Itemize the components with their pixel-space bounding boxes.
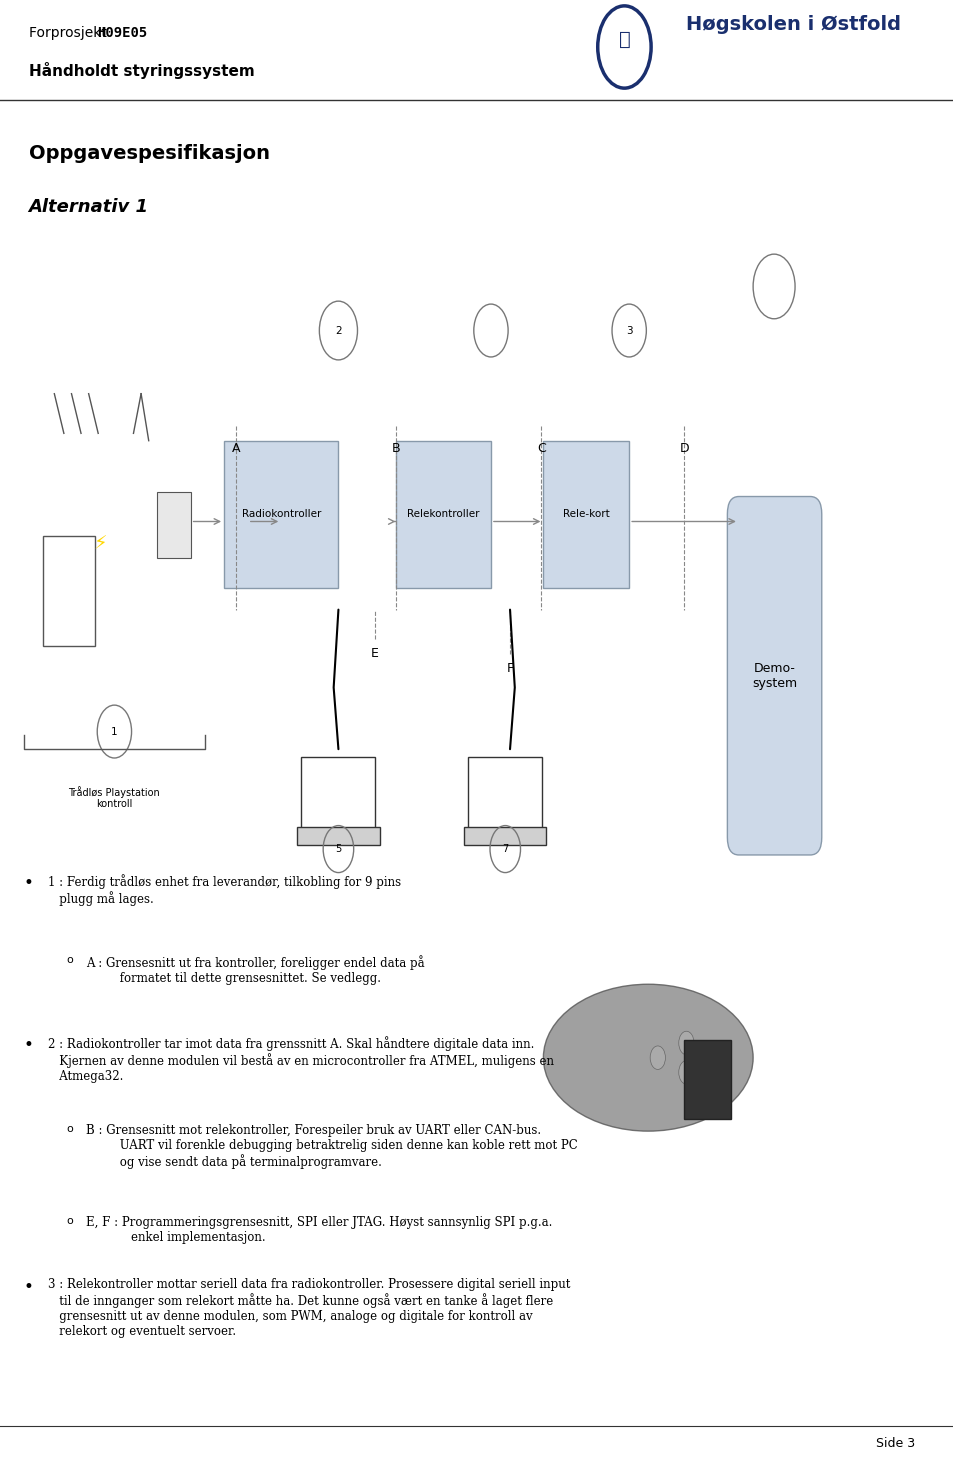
Text: C: C [537,442,546,454]
Text: 1 : Ferdig trådløs enhet fra leverandør, tilkobling for 9 pins
   plugg må lages: 1 : Ferdig trådløs enhet fra leverandør,… [48,874,400,906]
Text: •: • [24,874,34,892]
FancyBboxPatch shape [301,757,375,834]
FancyBboxPatch shape [468,757,542,834]
Text: 1: 1 [111,727,118,736]
Text: E: E [371,648,378,660]
Text: 3: 3 [626,326,633,335]
Text: o: o [67,955,74,965]
Text: Håndholdt styringssystem: Håndholdt styringssystem [29,62,254,79]
FancyBboxPatch shape [224,441,339,588]
Text: Trådløs Playstation
kontroll: Trådløs Playstation kontroll [68,786,160,809]
FancyBboxPatch shape [298,827,379,845]
Text: Alternativ 1: Alternativ 1 [29,198,149,216]
Text: 3 : Relekontroller mottar seriell data fra radiokontroller. Prosessere digital s: 3 : Relekontroller mottar seriell data f… [48,1278,570,1338]
Circle shape [708,1046,723,1069]
Circle shape [679,1061,694,1084]
Text: A : Grensesnitt ut fra kontroller, foreligger endel data på
         formatet ti: A : Grensesnitt ut fra kontroller, forel… [85,955,424,984]
Text: Radiokontroller: Radiokontroller [242,510,321,519]
Text: Demo-
system: Demo- system [752,661,797,690]
Text: 2: 2 [335,326,342,335]
Text: B : Grensesnitt mot relekontroller, Forespeiler bruk av UART eller CAN-bus.
    : B : Grensesnitt mot relekontroller, Fore… [85,1124,578,1169]
Text: Høgskolen i Østfold: Høgskolen i Østfold [686,15,901,34]
Text: Relekontroller: Relekontroller [407,510,480,519]
Text: Oppgavespesifikasjon: Oppgavespesifikasjon [29,144,270,163]
Text: 5: 5 [335,845,342,853]
Text: •: • [24,1278,34,1296]
FancyBboxPatch shape [464,827,546,845]
Text: •: • [24,1036,34,1053]
Circle shape [650,1046,665,1069]
Text: ⚡: ⚡ [93,535,107,552]
FancyBboxPatch shape [684,1040,732,1119]
Text: D: D [680,442,689,454]
Text: B: B [392,442,400,454]
Text: 7: 7 [502,845,509,853]
Text: H09E05: H09E05 [97,26,148,41]
Ellipse shape [543,984,754,1131]
Text: 2 : Radiokontroller tar imot data fra grenssnitt A. Skal håndtere digitale data : 2 : Radiokontroller tar imot data fra gr… [48,1036,554,1083]
Text: ⓘ: ⓘ [618,31,631,48]
Text: o: o [67,1124,74,1134]
FancyBboxPatch shape [728,497,822,855]
FancyBboxPatch shape [43,536,95,646]
FancyBboxPatch shape [157,492,191,558]
Text: Rele-kort: Rele-kort [563,510,610,519]
Text: F: F [507,663,514,674]
Text: A: A [232,442,241,454]
Text: o: o [67,1216,74,1227]
Text: Side 3: Side 3 [876,1437,915,1450]
Circle shape [679,1031,694,1055]
FancyBboxPatch shape [396,441,491,588]
Text: Forprosjekt: Forprosjekt [29,26,115,41]
FancyBboxPatch shape [543,441,629,588]
Text: E, F : Programmeringsgrensesnitt, SPI eller JTAG. Høyst sannsynlig SPI p.g.a.
  : E, F : Programmeringsgrensesnitt, SPI el… [85,1216,552,1244]
